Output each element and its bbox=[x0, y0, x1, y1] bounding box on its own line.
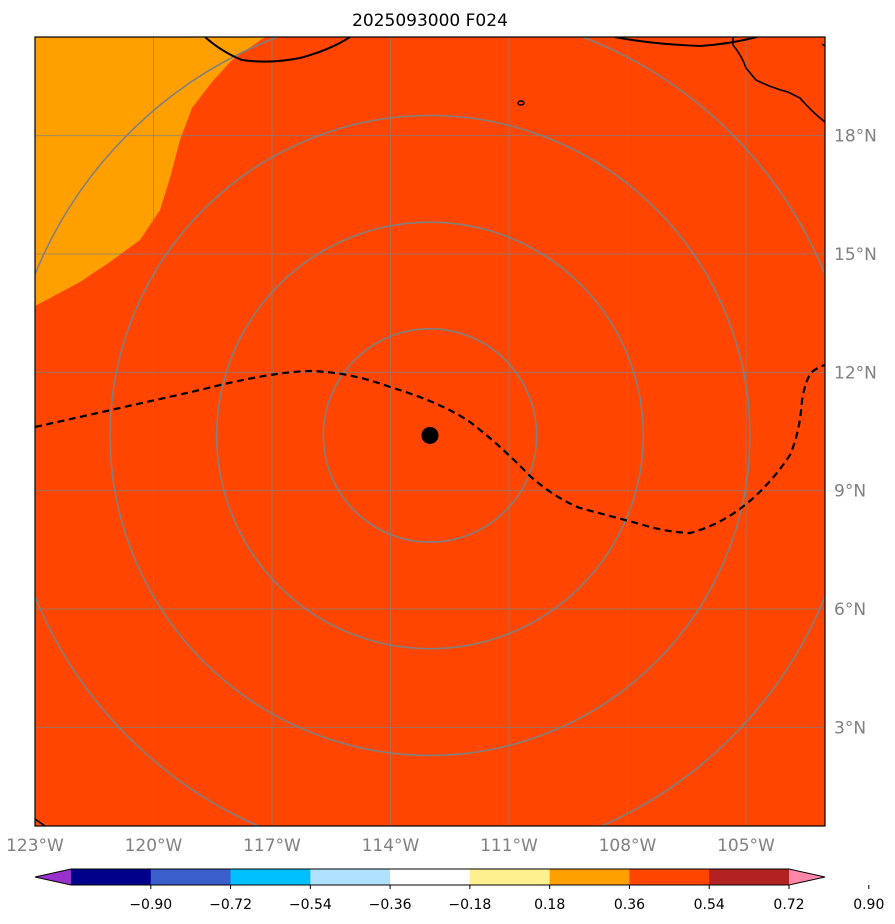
colorbar-label: 0.54 bbox=[694, 897, 725, 913]
range-ring bbox=[215, 221, 645, 650]
colorbar: −0.90 −0.72 −0.54 −0.36 −0.18 0.18 0.36 0.54 0.7… bbox=[34, 868, 884, 913]
colorbar-label: −0.54 bbox=[289, 897, 332, 913]
colorbar-extend-max bbox=[789, 869, 825, 885]
dashed-contour-line bbox=[35, 363, 825, 535]
colorbar-label: 0.18 bbox=[534, 897, 565, 913]
colorbar-segment bbox=[469, 869, 551, 885]
colorbar-label: −0.36 bbox=[369, 897, 412, 913]
storm-center-marker bbox=[421, 426, 439, 444]
lat-tick-label: 18°N bbox=[834, 127, 877, 147]
latitude-labels: 18°N 15°N 12°N 9°N 6°N 3°N bbox=[834, 127, 877, 739]
colorbar-label: 0.90 bbox=[853, 897, 884, 913]
range-ring bbox=[109, 114, 751, 757]
map-area bbox=[35, 37, 825, 826]
coastline-north-right bbox=[614, 37, 758, 48]
colorbar-segment bbox=[390, 869, 471, 885]
range-rings bbox=[35, 37, 825, 826]
range-ring bbox=[322, 327, 538, 543]
lon-tick-label: 120°W bbox=[125, 836, 183, 856]
map-title: 2025093000 F024 bbox=[352, 11, 508, 31]
coastline-mexico bbox=[732, 37, 825, 123]
lat-tick-label: 3°N bbox=[834, 718, 866, 738]
colorbar-segment bbox=[549, 869, 630, 885]
colorbar-label: −0.72 bbox=[209, 897, 252, 913]
colorbar-segment bbox=[310, 869, 391, 885]
map-border bbox=[34, 36, 826, 827]
lon-tick-label: 117°W bbox=[243, 836, 301, 856]
colorbar-segment bbox=[71, 869, 152, 885]
lat-tick-label: 15°N bbox=[834, 245, 877, 265]
colorbar-segment bbox=[709, 869, 790, 885]
lat-tick-label: 9°N bbox=[834, 482, 866, 502]
colorbar-label: 0.72 bbox=[773, 897, 804, 913]
lon-tick-label: 108°W bbox=[599, 836, 657, 856]
lon-tick-label: 105°W bbox=[717, 836, 775, 856]
colorbar-segment bbox=[629, 869, 710, 885]
lon-tick-label: 111°W bbox=[480, 836, 538, 856]
coastline-north-left bbox=[204, 37, 351, 63]
lat-tick-label: 12°N bbox=[834, 363, 877, 383]
colorbar-label: −0.90 bbox=[129, 897, 172, 913]
field-upper-left-region bbox=[35, 37, 265, 306]
coastline-bottom-left-fragment bbox=[35, 818, 46, 826]
colorbar-label: −0.18 bbox=[448, 897, 491, 913]
lon-tick-label: 123°W bbox=[6, 836, 64, 856]
colorbar-segment bbox=[150, 869, 232, 885]
small-island bbox=[517, 100, 525, 106]
lat-tick-label: 6°N bbox=[834, 600, 866, 620]
colorbar-segment bbox=[230, 869, 311, 885]
colorbar-label: 0.36 bbox=[614, 897, 645, 913]
colorbar-extend-min bbox=[35, 869, 71, 885]
lon-tick-label: 114°W bbox=[362, 836, 420, 856]
longitude-labels: 123°W 120°W 117°W 114°W 111°W 108°W 105°W bbox=[6, 836, 775, 856]
colorbar-outline bbox=[34, 868, 826, 886]
